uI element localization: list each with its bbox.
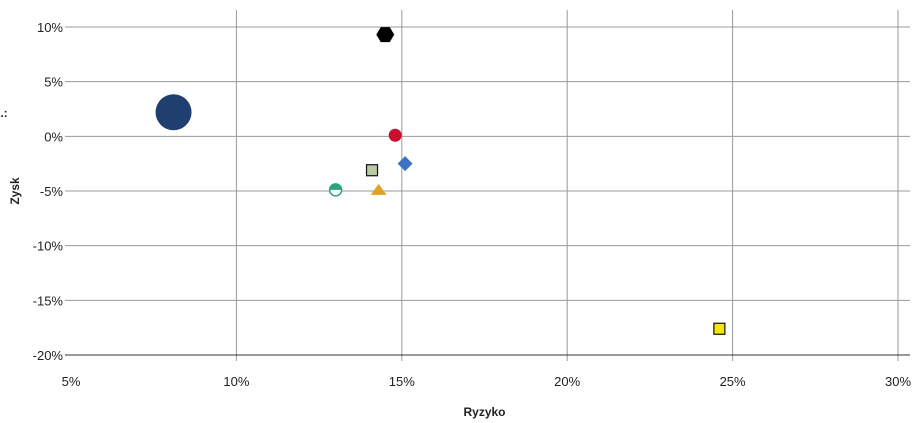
legend-fragment: ..: <box>0 106 8 120</box>
y-tick-label: 0% <box>44 129 63 144</box>
x-tick-label: 30% <box>885 374 911 389</box>
x-tick-label: 5% <box>62 374 81 389</box>
data-point-half-circle <box>328 183 343 197</box>
x-tick-label: 15% <box>389 374 415 389</box>
data-point-square <box>713 322 726 335</box>
y-tick-label: 5% <box>44 75 63 90</box>
data-point-square <box>365 164 379 177</box>
data-point-circle <box>388 128 402 142</box>
x-tick-label: 25% <box>720 374 746 389</box>
grid-layer <box>65 10 910 361</box>
data-points <box>155 27 726 335</box>
data-point-circle-large <box>155 94 192 131</box>
tick-labels: 5% 10% 15% 20% 25% 30% 10% 5% 0% -5% -10% -15% -20% <box>33 20 912 389</box>
half-circle-fill <box>329 183 342 190</box>
y-axis-title: Zysk <box>8 177 22 205</box>
x-axis-title: Ryzyko <box>463 405 505 419</box>
y-tick-label: 10% <box>37 20 63 35</box>
data-point-triangle <box>370 183 387 195</box>
data-point-diamond <box>397 156 413 172</box>
x-tick-label: 20% <box>554 374 580 389</box>
y-tick-label: -5% <box>40 184 64 199</box>
y-tick-label: -15% <box>33 293 64 308</box>
y-tick-label: -10% <box>33 239 64 254</box>
x-tick-label: 10% <box>223 374 249 389</box>
y-tick-label: -20% <box>33 348 64 363</box>
data-point-hexagon <box>376 27 395 43</box>
